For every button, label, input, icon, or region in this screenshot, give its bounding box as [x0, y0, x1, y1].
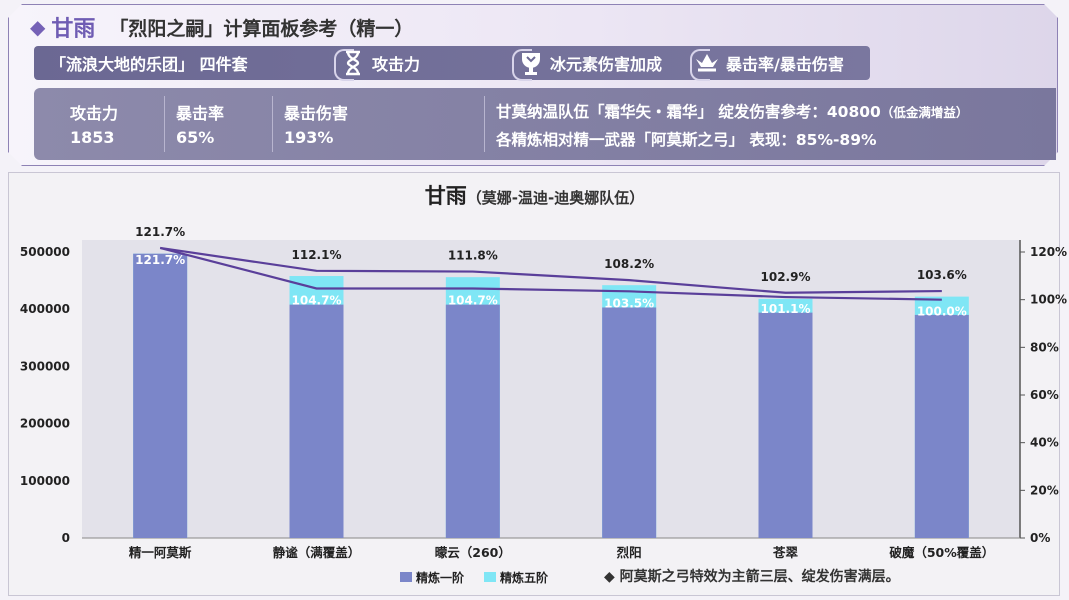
y-tick-label: 100000: [20, 474, 70, 488]
bar-refine1: [602, 307, 657, 538]
refine-info: 各精炼相对精一武器「阿莫斯之弓」 表现：85%-89%: [496, 131, 877, 149]
y2-tick-label: 20%: [1030, 483, 1059, 497]
sands-tag: 攻击力: [340, 46, 420, 80]
team-damage-note: （低金满增益）: [880, 105, 969, 120]
y-tick-label: 400000: [20, 302, 70, 316]
artifact-set-label: 「流浪大地的乐团」 四件套: [50, 55, 248, 74]
goblet-tag: 冰元素伤害加成: [518, 46, 662, 80]
legend-swatch-refine5: [484, 572, 496, 582]
x-category-label: 精一阿莫斯: [129, 545, 192, 560]
bar-refine1: [289, 304, 344, 538]
y-tick-label: 200000: [20, 417, 70, 431]
crit-dmg-value: 193%: [284, 128, 334, 147]
y2-tick-label: 40%: [1030, 436, 1059, 450]
diamond-icon: ◆: [30, 15, 46, 39]
crit-rate-value: 65%: [176, 128, 215, 147]
crown-icon: [694, 50, 720, 76]
tag-divider: [690, 49, 710, 81]
refine1-percent-label: 100.0%: [917, 305, 967, 319]
bar-refine1: [445, 304, 500, 538]
circlet-label: 暴击率/暴击伤害: [726, 55, 844, 74]
x-category-label: 曚云（260）: [435, 545, 511, 560]
tag-divider: [512, 49, 532, 81]
legend-swatch-refine1: [400, 572, 412, 582]
y-tick-label: 0: [62, 531, 70, 545]
x-category-label: 静谧（满覆盖）: [273, 545, 361, 560]
chart-subtitle: （莫娜-温迪-迪奥娜队伍）: [466, 189, 645, 207]
refine5-percent-label: 103.6%: [917, 268, 967, 282]
goblet-icon: [518, 50, 544, 76]
chart-title: 甘雨（莫娜-温迪-迪奥娜队伍）: [0, 180, 1069, 210]
panel-header: ◆ 甘雨 「烈阳之嗣」计算面板参考（精一）: [30, 12, 413, 42]
refine1-percent-label: 101.1%: [761, 302, 811, 316]
line-refine1: [159, 246, 942, 301]
plot-background: [82, 240, 1020, 538]
crit-dmg-label: 暴击伤害: [284, 104, 349, 123]
tag-divider: [334, 49, 354, 81]
refine1-percent-label: 121.7%: [135, 253, 185, 267]
refine5-percent-label: 102.9%: [761, 270, 811, 284]
y2-tick-label: 60%: [1030, 388, 1059, 402]
refine5-percent-label: 112.1%: [292, 248, 342, 262]
circlet-tag: 暴击率/暴击伤害: [694, 46, 844, 80]
refine1-percent-label: 104.7%: [292, 293, 342, 307]
y2-tick-label: 100%: [1030, 293, 1067, 307]
x-category-label: 烈阳: [617, 545, 642, 560]
stat-divider: [484, 96, 485, 152]
team-damage-text: 甘莫纳温队伍「霜华矢・霜华」 绽发伤害参考：40800: [496, 103, 881, 121]
hourglass-icon: [340, 50, 366, 76]
team-damage-info: 甘莫纳温队伍「霜华矢・霜华」 绽发伤害参考：40800（低金满增益）: [496, 100, 968, 122]
refine5-percent-label: 111.8%: [448, 249, 498, 263]
line-refine5: [160, 246, 942, 294]
bar-refine1: [914, 314, 969, 538]
artifact-set-tag: 「流浪大地的乐团」 四件套: [50, 46, 248, 80]
y2-tick-label: 120%: [1030, 245, 1067, 259]
refine5-percent-label: 121.7%: [135, 225, 185, 239]
chart-footnote: ◆ 阿莫斯之弓特效为主箭三层、绽发伤害满层。: [604, 569, 900, 585]
goblet-label: 冰元素伤害加成: [550, 55, 663, 74]
refine1-percent-label: 103.5%: [604, 296, 654, 310]
stat-divider: [272, 96, 273, 152]
legend-label-refine1: 精炼一阶: [416, 570, 465, 585]
chart-title-main: 甘雨: [424, 184, 467, 208]
refine1-percent-label: 104.7%: [448, 293, 498, 307]
y2-tick-label: 0%: [1030, 531, 1050, 545]
panel-title: 「烈阳之嗣」计算面板参考（精一）: [109, 17, 414, 40]
y-tick-label: 300000: [20, 359, 70, 373]
y-tick-label: 500000: [20, 245, 70, 259]
stat-divider: [164, 96, 165, 152]
x-category-label: 破魔（50%覆盖）: [889, 545, 994, 560]
refine5-percent-label: 108.2%: [604, 257, 654, 271]
bar-refine1: [758, 312, 813, 538]
sands-label: 攻击力: [372, 55, 421, 74]
character-name: 甘雨: [51, 17, 96, 42]
y2-tick-label: 80%: [1030, 340, 1059, 354]
legend-label-refine5: 精炼五阶: [500, 570, 549, 585]
atk-value: 1853: [70, 128, 115, 147]
x-category-label: 苍翠: [772, 545, 799, 560]
crit-rate-label: 暴击率: [176, 104, 225, 123]
atk-label: 攻击力: [70, 104, 119, 123]
stats-box: 攻击力 1853 暴击率 65% 暴击伤害 193% 甘莫纳温队伍「霜华矢・霜华…: [34, 88, 1056, 160]
bar-refine1: [133, 253, 188, 538]
build-tag-bar: 「流浪大地的乐团」 四件套 攻击力 冰元素伤害加成: [34, 46, 870, 81]
